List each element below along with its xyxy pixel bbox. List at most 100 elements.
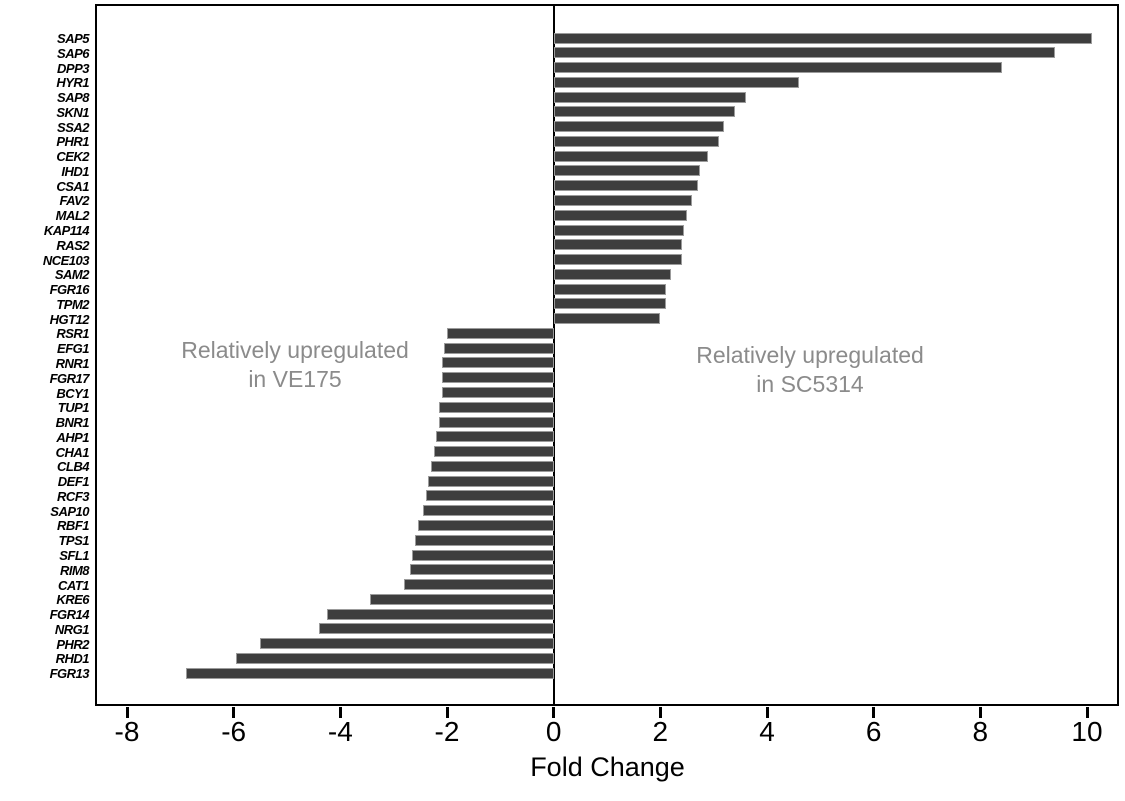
gene-label-fgr14: FGR14: [49, 607, 90, 623]
zero-baseline: [552, 4, 555, 706]
gene-label-fgr13: FGR13: [49, 666, 90, 682]
bar-sam2: [553, 268, 671, 280]
gene-label-sfl1: SFL1: [59, 548, 89, 564]
gene-label-efg1: EFG1: [57, 341, 89, 357]
gene-label-tpm2: TPM2: [56, 296, 89, 312]
x-tick-label: 10: [1071, 716, 1103, 747]
x-tick-label: -4: [327, 716, 353, 747]
bar-phr1: [553, 135, 719, 147]
annotation-upregulated-ve175: Relatively upregulated in VE175: [145, 336, 445, 394]
bar-cek2: [553, 150, 709, 162]
gene-label-rnr1: RNR1: [55, 355, 90, 371]
bar-rbf1: [417, 519, 554, 531]
bar-fav2: [553, 194, 693, 206]
bar-bnr1: [439, 416, 554, 428]
bar-rcf3: [425, 490, 554, 502]
gene-label-bcy1: BCY1: [56, 385, 89, 401]
bar-ssa2: [553, 121, 725, 133]
gene-label-nce103: NCE103: [42, 252, 90, 268]
bar-tps1: [415, 534, 554, 546]
gene-label-rim8: RIM8: [59, 562, 90, 578]
gene-label-fgr16: FGR16: [49, 282, 90, 298]
gene-label-kap114: KAP114: [43, 223, 90, 239]
plot-area: [95, 4, 1119, 706]
gene-label-hyr1: HYR1: [56, 75, 89, 91]
gene-label-dpp3: DPP3: [57, 60, 89, 76]
gene-label-cha1: CHA1: [55, 444, 90, 460]
bar-hyr1: [553, 76, 799, 88]
gene-label-rhd1: RHD1: [55, 651, 90, 667]
gene-label-sam2: SAM2: [54, 267, 90, 283]
x-axis-title: Fold Change: [530, 752, 685, 782]
bar-dpp3: [553, 62, 1002, 74]
x-tick-label: -2: [434, 716, 460, 747]
bar-efg1: [444, 342, 554, 354]
bar-csa1: [553, 180, 698, 192]
bar-sfl1: [412, 549, 554, 561]
bar-fgr14: [327, 608, 554, 620]
x-tick-label: 4: [759, 716, 775, 747]
x-tick-mark: [338, 707, 342, 718]
gene-label-ihd1: IHD1: [61, 163, 89, 179]
bar-rsr1: [447, 327, 554, 339]
annotation-line: Relatively upregulated: [181, 337, 409, 363]
x-tick-mark: [765, 707, 769, 718]
bar-kap114: [553, 224, 685, 236]
gene-label-rbf1: RBF1: [57, 518, 89, 534]
x-tick-label: 6: [865, 716, 882, 747]
gene-label-kre6: KRE6: [56, 592, 89, 608]
x-tick-mark: [552, 707, 556, 718]
gene-label-ras2: RAS2: [56, 237, 89, 253]
bar-fgr17: [441, 372, 554, 384]
bar-fgr13: [185, 667, 554, 679]
bar-skn1: [553, 106, 735, 118]
x-tick-mark: [125, 707, 129, 718]
gene-label-skn1: SKN1: [56, 104, 89, 120]
gene-label-tps1: TPS1: [58, 533, 89, 549]
bar-hgt12: [553, 313, 661, 325]
x-tick-label: 0: [545, 716, 562, 747]
gene-label-cat1: CAT1: [58, 577, 89, 593]
gene-label-phr2: PHR2: [56, 636, 89, 652]
bar-cha1: [433, 446, 554, 458]
bar-bcy1: [441, 387, 554, 399]
gene-label-cek2: CEK2: [56, 149, 89, 165]
x-tick-mark: [445, 707, 449, 718]
bar-rhd1: [236, 652, 554, 664]
gene-label-nrg1: NRG1: [54, 621, 90, 637]
bar-tup1: [439, 401, 554, 413]
annotation-line: Relatively upregulated: [696, 342, 924, 368]
x-tick-label: -6: [221, 716, 247, 747]
bar-ras2: [553, 239, 682, 251]
x-tick-label: 2: [652, 716, 669, 747]
annotation-line: in VE175: [248, 366, 342, 392]
x-tick-mark: [978, 707, 982, 718]
gene-label-clb4: CLB4: [57, 459, 89, 475]
gene-label-rcf3: RCF3: [57, 488, 89, 504]
gene-label-sap6: SAP6: [57, 45, 89, 61]
gene-label-ssa2: SSA2: [57, 119, 89, 135]
bar-rim8: [409, 564, 554, 576]
x-tick-label: 8: [972, 716, 989, 747]
bar-rnr1: [441, 357, 554, 369]
bar-def1: [428, 475, 554, 487]
gene-label-def1: DEF1: [57, 474, 90, 490]
gene-label-ahp1: AHP1: [56, 429, 89, 445]
bar-phr2: [260, 638, 554, 650]
bar-nce103: [553, 254, 682, 266]
bar-sap10: [423, 505, 554, 517]
bar-tpm2: [553, 298, 666, 310]
bar-sap5: [553, 32, 1093, 44]
gene-label-phr1: PHR1: [56, 134, 89, 150]
x-tick-label: -8: [114, 716, 140, 747]
bar-fgr16: [553, 283, 666, 295]
gene-label-csa1: CSA1: [56, 178, 89, 194]
gene-label-mal2: MAL2: [55, 208, 90, 224]
bar-sap8: [553, 91, 746, 103]
x-tick-mark: [1085, 707, 1089, 718]
gene-label-hgt12: HGT12: [49, 311, 90, 327]
gene-label-rsr1: RSR1: [56, 326, 89, 342]
bar-mal2: [553, 209, 687, 221]
bar-sap6: [553, 47, 1055, 59]
